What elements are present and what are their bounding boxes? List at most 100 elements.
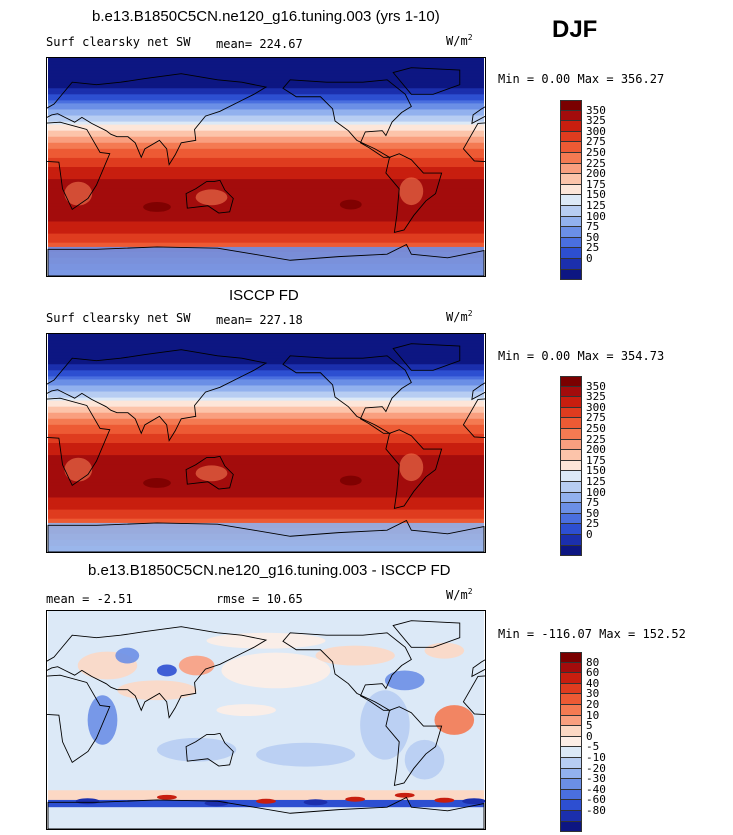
colorbar-box [560, 450, 582, 461]
colorbar-tick-label: -40 [586, 782, 606, 796]
colorbar-tick-label: 0 [586, 729, 593, 743]
colorbar-tick-label: 25 [586, 517, 600, 531]
colorbar-box [560, 121, 582, 132]
colorbar-box [560, 652, 582, 663]
colorbar-box [560, 100, 582, 111]
colorbar-tick-label: 300 [586, 400, 606, 414]
colorbar-tick-label: -60 [586, 793, 606, 807]
colorbar-tick-label: 225 [586, 432, 606, 446]
colorbar-box [560, 747, 582, 758]
colorbar-box [560, 205, 582, 217]
colorbar-tick-label: 80 [586, 655, 600, 669]
colorbar-box [560, 258, 582, 270]
colorbar-box [560, 237, 582, 249]
panel1-minmax: Min = 0.00 Max = 356.27 [498, 72, 665, 86]
panel1-colorbar: 350 325 300 275 250 225 200 175 150 125 100 75 50 25 0 [560, 100, 606, 281]
colorbar-box [560, 418, 582, 429]
colorbar-tick-label: 275 [586, 135, 606, 149]
colorbar-box [560, 142, 582, 153]
panel2-minmax: Min = 0.00 Max = 354.73 [498, 349, 665, 363]
colorbar-box [560, 503, 582, 514]
colorbar-box [560, 227, 582, 238]
colorbar-tick-label: 350 [586, 103, 606, 117]
season-label: DJF [552, 16, 598, 43]
panel3-rmse: rmse = 10.65 [216, 592, 303, 606]
panel2-map [46, 333, 486, 553]
colorbar-box [560, 821, 582, 833]
colorbar-box [560, 694, 582, 705]
panel2-title: ISCCP FD [229, 287, 299, 304]
colorbar-tick-label: 150 [586, 188, 606, 202]
colorbar-box [560, 726, 582, 737]
colorbar-tick-label: 0 [586, 252, 593, 265]
colorbar-tick-label: 125 [586, 475, 606, 488]
panel2-units: W/m2 [446, 309, 473, 324]
colorbar-tick-label: 250 [586, 422, 606, 435]
panel3-colorbar: 80 60 40 30 20 10 5 0 -5 -10 -20 -30 -40 -60 -80 [560, 652, 606, 833]
colorbar-tick-label: 50 [586, 506, 600, 520]
colorbar-tick-label: 100 [586, 209, 606, 223]
colorbar-tick-label: 40 [586, 676, 600, 690]
panel2-mean: mean= 227.18 [216, 313, 303, 327]
colorbar-tick-label: -20 [586, 761, 606, 775]
panel1-title: b.e13.B1850C5CN.ne120_g16.tuning.003 (yr… [92, 8, 440, 25]
colorbar-tick-label: 275 [586, 411, 606, 425]
colorbar-box [560, 439, 582, 451]
colorbar-tick-label: 60 [586, 666, 600, 680]
colorbar-tick-label: 75 [586, 220, 600, 234]
colorbar-tick-label: -10 [586, 751, 606, 764]
colorbar-box [560, 524, 582, 535]
colorbar-box [560, 131, 582, 143]
colorbar-box [560, 248, 582, 259]
colorbar-tick-label: 125 [586, 199, 606, 212]
colorbar-tick-label: 250 [586, 146, 606, 159]
colorbar-box [560, 195, 582, 206]
colorbar-tick-label: 300 [586, 124, 606, 138]
colorbar-tick-label: -5 [586, 740, 600, 754]
colorbar-box [560, 704, 582, 716]
colorbar-tick-label: 30 [586, 687, 600, 701]
colorbar-box [560, 269, 582, 281]
colorbar-tick-label: 5 [586, 719, 593, 733]
colorbar-box [560, 184, 582, 196]
colorbar-tick-label: 0 [586, 528, 593, 541]
colorbar-box [560, 534, 582, 546]
colorbar-tick-label: 10 [586, 708, 600, 722]
colorbar-box [560, 492, 582, 504]
panel1-units: W/m2 [446, 33, 473, 48]
colorbar-tick-label: 20 [586, 698, 600, 711]
colorbar-tick-label: 75 [586, 496, 600, 510]
colorbar-box [560, 545, 582, 557]
colorbar-tick-label: 325 [586, 390, 606, 404]
colorbar-box [560, 152, 582, 164]
panel2-variable-label: Surf clearsky net SW [46, 311, 191, 325]
colorbar-tick-label: 25 [586, 241, 600, 255]
colorbar-box [560, 481, 582, 493]
colorbar-tick-label: 50 [586, 230, 600, 244]
colorbar-box [560, 789, 582, 801]
panel3-units: W/m2 [446, 587, 473, 602]
colorbar-box [560, 662, 582, 674]
colorbar-tick-label: -30 [586, 772, 606, 786]
colorbar-box [560, 683, 582, 695]
colorbar-box [560, 800, 582, 811]
panel3-mean: mean = -2.51 [46, 592, 133, 606]
colorbar-box [560, 163, 582, 175]
colorbar-tick-label: 100 [586, 485, 606, 499]
colorbar-tick-label: 225 [586, 156, 606, 170]
colorbar-tick-label: 150 [586, 464, 606, 478]
colorbar-box [560, 397, 582, 408]
colorbar-box [560, 513, 582, 525]
colorbar-box [560, 460, 582, 472]
colorbar-box [560, 768, 582, 780]
panel3-map [46, 610, 486, 830]
colorbar-tick-label: 200 [586, 443, 606, 457]
colorbar-box [560, 810, 582, 822]
panel3-title: b.e13.B1850C5CN.ne120_g16.tuning.003 - I… [88, 562, 451, 579]
colorbar-box [560, 673, 582, 684]
colorbar-tick-label: 325 [586, 114, 606, 128]
colorbar-box [560, 471, 582, 482]
colorbar-tick-label: 175 [586, 453, 606, 467]
colorbar-tick-label: 350 [586, 379, 606, 393]
colorbar-box [560, 757, 582, 769]
